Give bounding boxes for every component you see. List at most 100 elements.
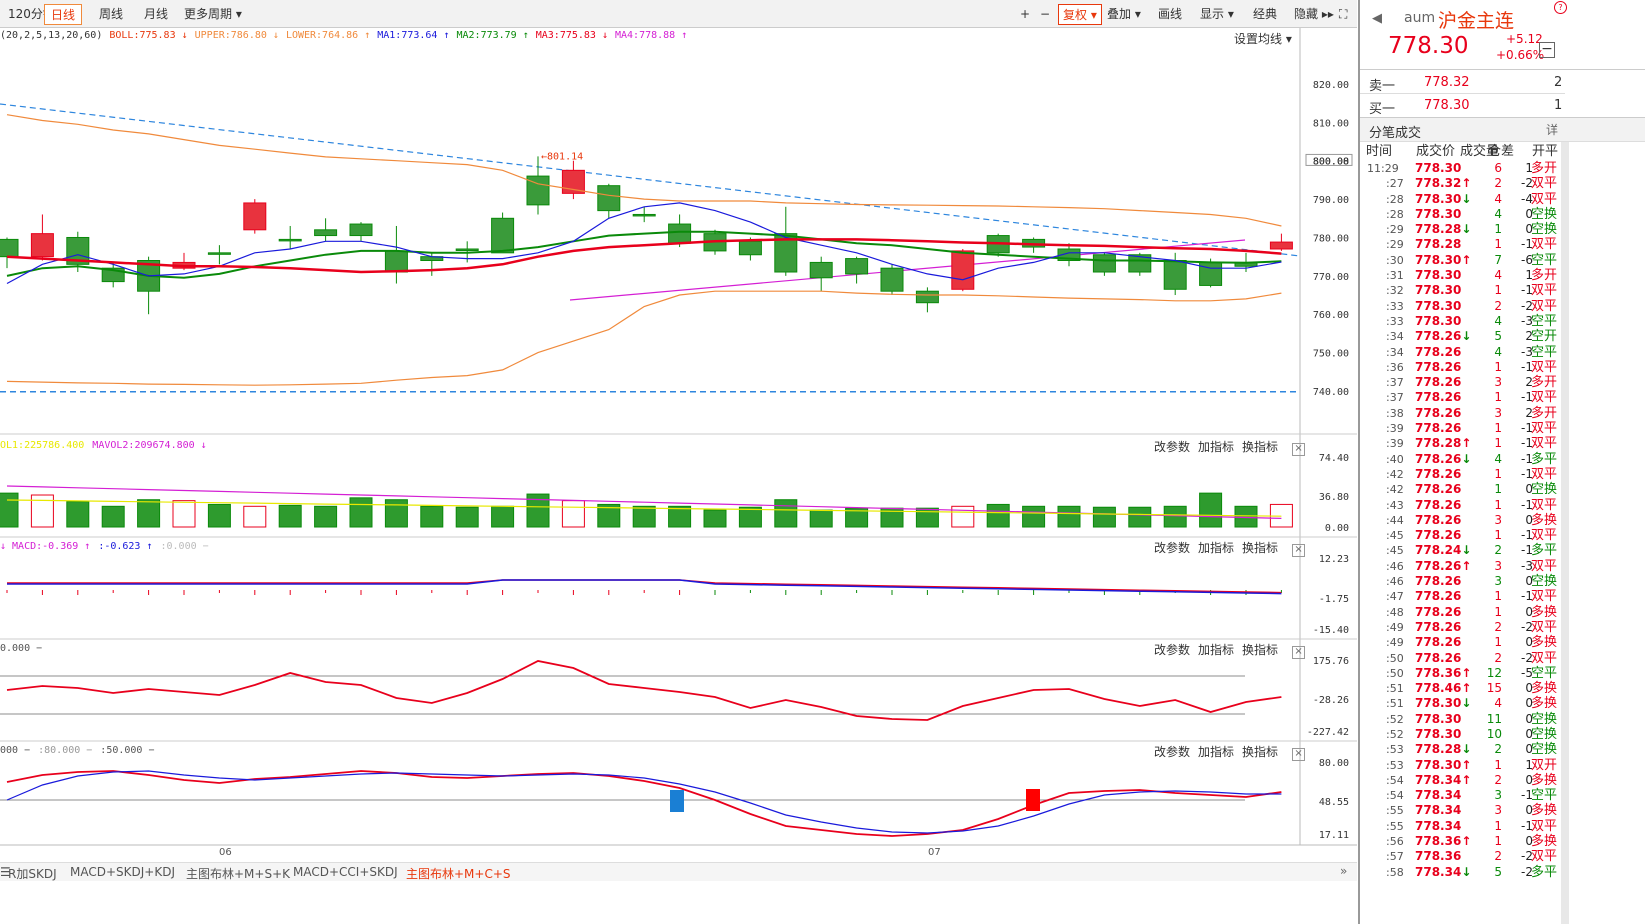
ticks-title-bar: 分笔成交 详 <box>1360 118 1645 142</box>
candle <box>0 238 19 258</box>
candle <box>1199 261 1223 286</box>
display-button[interactable]: 显示 ▾ <box>1200 7 1234 21</box>
tick-oi-change: -2 <box>1521 298 1533 313</box>
tick-row: :37 778.26 1 -1 双平 <box>1366 390 1561 405</box>
tick-type: 空平 <box>1531 344 1558 360</box>
ticks-header-cell: 成交量 <box>1460 144 1500 159</box>
fuquan-button[interactable]: 复权 ▾ <box>1058 4 1102 25</box>
skdj-k-line <box>6 770 1282 837</box>
edit-params-button[interactable]: 改参数 <box>1154 643 1191 657</box>
tick-type: 多开 <box>1531 268 1558 284</box>
tick-type: 多换 <box>1531 604 1558 620</box>
close-indicator-icon[interactable]: × <box>1292 748 1306 761</box>
volume-bar <box>0 492 19 528</box>
hide-button[interactable]: 隐藏 ▸▸ <box>1294 7 1334 21</box>
overlay-button[interactable]: 叠加 ▾ <box>1107 7 1141 21</box>
template-tab[interactable]: MACD+SKDJ+KDJ <box>70 865 175 879</box>
switch-indicator-button[interactable]: 换指标 <box>1242 745 1279 759</box>
switch-indicator-button[interactable]: 换指标 <box>1242 541 1279 555</box>
candle <box>349 223 373 237</box>
tick-row: :58 778.34↓ 5 -2 多平 <box>1366 865 1561 880</box>
tick-price: 778.26 <box>1415 589 1462 604</box>
tick-row: :34 778.26↓ 5 2 空开 <box>1366 329 1561 344</box>
volume-bar <box>1128 506 1152 528</box>
switch-indicator-button[interactable]: 换指标 <box>1242 643 1279 657</box>
tick-volume: 1 <box>1494 390 1502 405</box>
detail-button[interactable]: 详 <box>1546 123 1559 137</box>
volume-bar <box>738 506 762 528</box>
add-indicator-button[interactable]: 加指标 <box>1198 745 1235 759</box>
candle <box>597 185 621 212</box>
set-ma-button[interactable]: 设置均线 ▾ <box>1234 32 1292 46</box>
quote-header: ◀ aum 沪金主连 ? 778.30 +5.12 +0.66% − <box>1360 0 1645 70</box>
fullscreen-button[interactable]: ⛶ <box>1339 7 1348 21</box>
dea-line <box>7 579 1282 595</box>
tick-oi-change: -2 <box>1521 619 1533 634</box>
zoom-out-button[interactable]: − <box>1040 7 1051 21</box>
tick-price: 778.26 <box>1415 359 1462 374</box>
main-legend: (20,2,5,13,20,60) BOLL:775.83 ↓ UPPER:786.… <box>0 30 694 46</box>
add-indicator-button[interactable]: 加指标 <box>1198 541 1235 555</box>
tick-price: 778.30↑ <box>1415 252 1472 267</box>
period-tab[interactable]: 120分钟 <box>8 7 55 21</box>
tick-time: :48 <box>1386 605 1404 619</box>
prev-arrow-icon[interactable]: ◀ <box>1372 11 1382 26</box>
close-indicator-icon[interactable]: × <box>1292 646 1306 659</box>
volume-bar <box>668 505 692 528</box>
volume-bar <box>632 505 656 528</box>
collapse-icon[interactable]: − <box>1539 42 1555 58</box>
indicator-legend-item: :0.000 − <box>160 541 209 552</box>
tick-volume: 1 <box>1494 466 1502 481</box>
tick-row: :32 778.30 1 -1 双平 <box>1366 283 1561 298</box>
trend-line <box>0 103 1301 257</box>
period-tab[interactable]: 日线 <box>44 4 83 25</box>
tick-time: :38 <box>1386 406 1404 420</box>
scroll-right-icon[interactable]: » <box>1340 864 1348 878</box>
candle <box>1128 254 1152 273</box>
close-indicator-icon[interactable]: × <box>1292 544 1306 557</box>
tick-time: :44 <box>1386 513 1404 527</box>
tick-row: :36 778.26 1 -1 双平 <box>1366 360 1561 375</box>
tick-time: :51 <box>1386 682 1404 696</box>
tick-price: 778.26 <box>1415 574 1462 589</box>
period-tab[interactable]: 月线 <box>144 7 169 21</box>
tick-time: :45 <box>1386 529 1404 543</box>
help-icon[interactable]: ? <box>1554 1 1567 14</box>
volume-bar <box>491 505 515 528</box>
indicator-legend-item: MAVOL2:209674.800 ↓ <box>92 440 207 451</box>
tick-row: 11:29 778.30 6 1 多开 <box>1366 161 1561 176</box>
classic-button[interactable]: 经典 <box>1253 7 1278 21</box>
tick-type: 空换 <box>1531 742 1558 758</box>
period-tab[interactable]: 更多周期 ▾ <box>184 7 242 21</box>
tick-type: 多换 <box>1531 635 1558 651</box>
tick-price: 778.34 <box>1415 803 1462 818</box>
ticks-scrollbar[interactable] <box>1561 142 1569 924</box>
zoom-in-button[interactable]: + <box>1020 7 1031 21</box>
edit-params-button[interactable]: 改参数 <box>1154 541 1191 555</box>
tick-row: :52 778.30 10 0 空换 <box>1366 727 1561 742</box>
template-tab[interactable]: R加SKDJ <box>8 867 57 881</box>
tick-oi-change: -1 <box>1521 421 1533 436</box>
close-indicator-icon[interactable]: × <box>1292 443 1306 456</box>
candle <box>207 252 231 255</box>
tick-price: 778.30 <box>1415 726 1462 741</box>
template-tab[interactable]: 主图布林+M+C+S <box>406 867 511 881</box>
period-tab[interactable]: 周线 <box>99 7 124 21</box>
tick-time: :36 <box>1386 360 1404 374</box>
volume-axis-label: 0.00 <box>1325 523 1349 534</box>
edit-params-button[interactable]: 改参数 <box>1154 440 1191 454</box>
add-indicator-button[interactable]: 加指标 <box>1198 440 1235 454</box>
template-tab[interactable]: MACD+CCI+SKDJ <box>293 865 398 879</box>
draw-line-button[interactable]: 画线 <box>1158 7 1183 21</box>
add-indicator-button[interactable]: 加指标 <box>1198 643 1235 657</box>
ticks-header: 时间 成交价 成交量 仓差 开平 <box>1366 144 1561 159</box>
tick-oi-change: 0 <box>1525 512 1533 527</box>
tick-time: :42 <box>1386 467 1404 481</box>
contract-code: aum <box>1404 10 1436 26</box>
tick-row: :37 778.26 3 2 多开 <box>1366 375 1561 390</box>
tick-volume: 1 <box>1494 497 1502 512</box>
switch-indicator-button[interactable]: 换指标 <box>1242 440 1279 454</box>
edit-params-button[interactable]: 改参数 <box>1154 745 1191 759</box>
template-tab[interactable]: 主图布林+M+S+K <box>186 867 291 881</box>
